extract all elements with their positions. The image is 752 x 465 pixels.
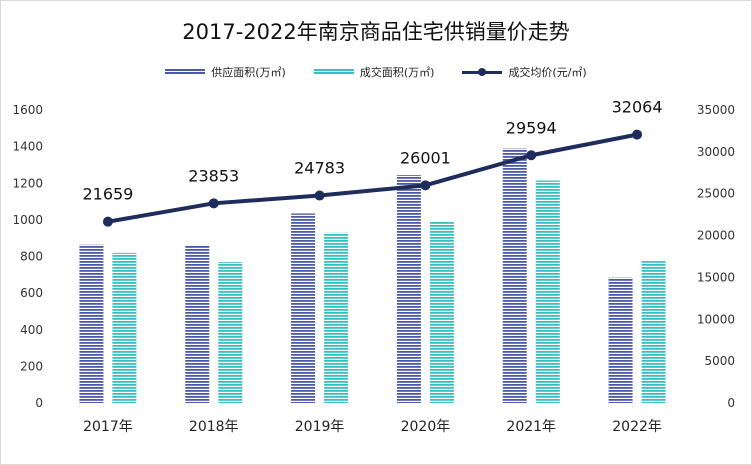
sold-bar — [429, 221, 454, 403]
legend-label-supply: 供应面积(万㎡) — [211, 66, 286, 79]
right-axis-tick-label: 30000 — [697, 145, 735, 159]
legend-item-supply: 供应面积(万㎡) — [165, 64, 286, 80]
price-point — [208, 198, 219, 209]
legend: 供应面积(万㎡) 成交面积(万㎡) 成交均价(元/㎡) — [0, 64, 752, 80]
price-point — [632, 129, 643, 140]
left-axis-tick-label: 600 — [20, 286, 43, 300]
legend-swatch-supply — [165, 69, 206, 75]
left-axis-tick-label: 800 — [20, 250, 43, 264]
x-axis-category-label: 2020年 — [401, 419, 451, 435]
price-line — [107, 132, 638, 224]
left-axis-tick-label: 1400 — [12, 140, 43, 154]
right-axis-tick-label: 35000 — [697, 103, 735, 117]
supply-bar — [291, 213, 316, 403]
price-point — [420, 180, 431, 191]
price-point — [102, 216, 113, 227]
legend-swatch-sold — [313, 69, 354, 75]
right-axis-tick-label: 5000 — [704, 354, 735, 368]
sold-bar — [324, 232, 349, 403]
price-data-label: 26001 — [400, 148, 451, 167]
legend-label-price: 成交均价(元/㎡) — [508, 66, 587, 79]
price-data-label: 24783 — [294, 159, 345, 178]
price-point — [526, 150, 537, 161]
supply-bar — [608, 277, 633, 403]
left-axis-tick-label: 400 — [20, 323, 43, 337]
left-axis-tick-label: 200 — [20, 359, 43, 373]
price-data-label: 23853 — [188, 166, 239, 185]
x-axis-category-label: 2021年 — [506, 419, 556, 435]
supply-bar — [396, 175, 421, 403]
price-data-label: 32064 — [612, 98, 663, 117]
price-point — [314, 190, 325, 201]
price-data-label: 21659 — [82, 185, 133, 204]
x-axis-category-label: 2018年 — [189, 419, 239, 435]
legend-item-price: 成交均价(元/㎡) — [462, 64, 587, 80]
supply-bar — [502, 148, 527, 403]
price-data-label: 29594 — [506, 118, 557, 137]
x-axis-category-label: 2022年 — [612, 419, 662, 435]
supply-bar — [79, 244, 104, 403]
right-axis-tick-label: 15000 — [697, 270, 735, 284]
left-axis-tick-label: 0 — [35, 396, 43, 410]
legend-swatch-price — [462, 68, 503, 76]
right-axis-tick-label: 10000 — [697, 312, 735, 326]
sold-bar — [218, 261, 243, 403]
right-axis-tick-label: 25000 — [697, 187, 735, 201]
sold-bar — [641, 261, 666, 403]
left-axis-tick-label: 1000 — [12, 213, 43, 227]
sold-bar — [535, 180, 560, 403]
sold-bar — [112, 252, 137, 403]
x-axis-category-label: 2019年 — [295, 419, 345, 435]
x-axis-category-label: 2017年 — [83, 419, 133, 435]
legend-label-sold: 成交面积(万㎡) — [359, 66, 435, 79]
left-axis-tick-label: 1600 — [12, 103, 43, 117]
left-axis-tick-label: 1200 — [12, 176, 43, 190]
legend-item-sold: 成交面积(万㎡) — [313, 64, 435, 80]
right-axis-tick-label: 0 — [727, 396, 735, 410]
right-axis-tick-label: 20000 — [697, 229, 735, 243]
chart-title: 2017-2022年南京商品住宅供销量价走势 — [182, 20, 570, 44]
supply-bar — [185, 245, 210, 403]
